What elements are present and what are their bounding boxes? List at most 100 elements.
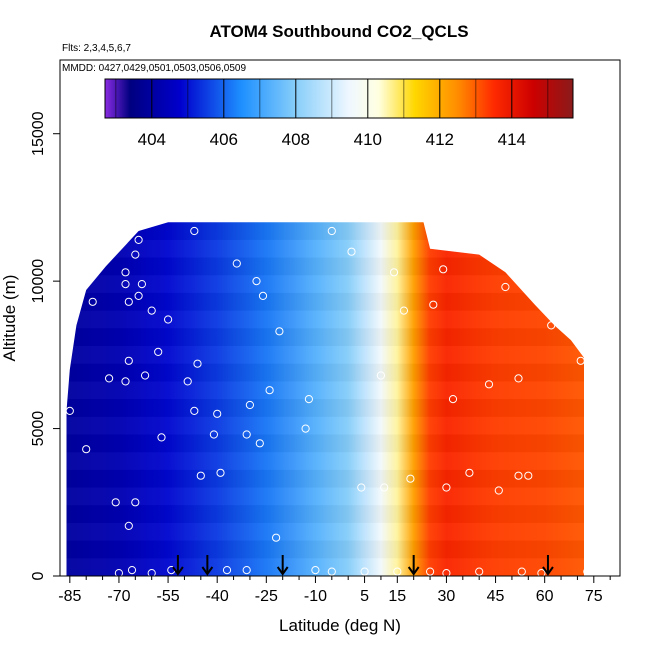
field-band [60, 222, 620, 240]
sample-point [121, 268, 130, 277]
x-tick-label: 15 [388, 588, 406, 605]
x-tick-label: -55 [157, 588, 180, 605]
sample-point [301, 424, 310, 433]
sample-point [275, 327, 284, 336]
x-tick-label: -25 [255, 588, 278, 605]
field-band [60, 488, 620, 506]
y-axis-label: Altitude (m) [0, 275, 19, 362]
sample-point [265, 386, 274, 395]
sample-point [222, 566, 232, 575]
sample-point [72, 291, 81, 300]
sample-point [357, 483, 366, 492]
sample-point [439, 265, 448, 274]
x-tick-label: -85 [58, 588, 81, 605]
field-band [60, 205, 620, 223]
sample-point [213, 409, 222, 418]
sample-point [111, 498, 120, 507]
sample-point [242, 566, 251, 575]
sample-point [376, 371, 385, 380]
sample-point [465, 468, 474, 477]
colorbar-tick-label: 410 [354, 130, 382, 149]
colorbar: 404 406 408 410 412 414 [104, 78, 574, 149]
sample-point [583, 567, 592, 576]
field-band [60, 275, 620, 293]
sample-point [82, 445, 91, 454]
sample-point [190, 226, 199, 236]
sample-point [304, 395, 313, 404]
x-tick-label: 5 [360, 588, 369, 605]
field-band [60, 435, 620, 453]
sample-point [380, 483, 389, 492]
colorbar-tick-label: 412 [426, 130, 454, 149]
sample-point [183, 377, 192, 386]
sample-point [193, 359, 202, 368]
field-band [60, 505, 620, 523]
chart-title: ATOM4 Southbound CO2_QCLS [209, 22, 468, 41]
sample-point [311, 566, 320, 575]
sample-point [517, 567, 526, 576]
x-axis: -85 -70 -55 -40 -25 -10 5 15 30 45 60 75 [58, 576, 611, 605]
sample-point [576, 356, 585, 365]
colorbar-tick-label: 406 [210, 130, 238, 149]
sample-point [134, 235, 143, 244]
arrow-head [407, 566, 420, 576]
colorbar-ticks: 404 406 408 410 412 414 [115, 79, 549, 149]
sample-point [105, 374, 114, 383]
field-band [60, 311, 620, 329]
sample-point [216, 468, 225, 477]
sample-point [232, 259, 241, 268]
sample-point [141, 371, 150, 380]
sample-point [252, 277, 261, 286]
field-band [60, 558, 620, 576]
sample-point [164, 315, 173, 324]
sample-point [389, 268, 399, 277]
co2-field-fill [66, 222, 584, 576]
sample-point [258, 291, 268, 300]
dates-note: MMDD: 0427,0429,0501,0503,0506,0509 [62, 63, 246, 74]
plot-frame [59, 59, 621, 577]
sample-point [127, 566, 137, 575]
down-arrow [407, 555, 420, 576]
colorbar-tick-label: 404 [138, 130, 166, 149]
arrow-head [201, 566, 214, 576]
sample-point [157, 433, 166, 442]
sample-point [327, 567, 336, 576]
sample-point [448, 395, 458, 404]
sample-point [429, 300, 438, 309]
sample-point [65, 406, 74, 415]
sample-point [399, 306, 408, 315]
sample-point [209, 430, 218, 439]
sample-point [124, 356, 133, 365]
sample-point [137, 280, 146, 289]
sample-point [547, 321, 556, 330]
sample-markers [65, 226, 592, 578]
sample-point [360, 567, 369, 576]
sample-point [245, 400, 254, 410]
sample-point [494, 486, 503, 495]
sample-point [475, 567, 484, 576]
sample-point [527, 285, 536, 295]
sample-point [327, 226, 336, 236]
flight-arrows [172, 555, 554, 576]
sample-point [242, 430, 251, 439]
flights-note: Flts: 2,3,4,5,6,7 [62, 43, 131, 54]
down-arrow [201, 555, 214, 576]
sample-point [514, 471, 523, 480]
x-axis-label: Latitude (deg N) [279, 616, 401, 635]
down-arrow [172, 555, 184, 576]
sample-point [426, 567, 435, 576]
field-texture [60, 205, 620, 577]
field-band [60, 452, 620, 470]
x-tick-label: 60 [536, 588, 554, 605]
x-tick-label: -40 [206, 588, 229, 605]
down-arrow [276, 555, 289, 576]
y-tick-label: 10000 [30, 259, 47, 304]
sample-point [537, 569, 546, 578]
y-axis: 0 5000 10000 15000 [30, 111, 60, 580]
sample-point [442, 483, 451, 492]
field-band [60, 328, 620, 346]
colorbar-tick-label: 414 [498, 130, 526, 149]
sample-point [484, 380, 494, 389]
colorbar-fill [104, 78, 574, 119]
